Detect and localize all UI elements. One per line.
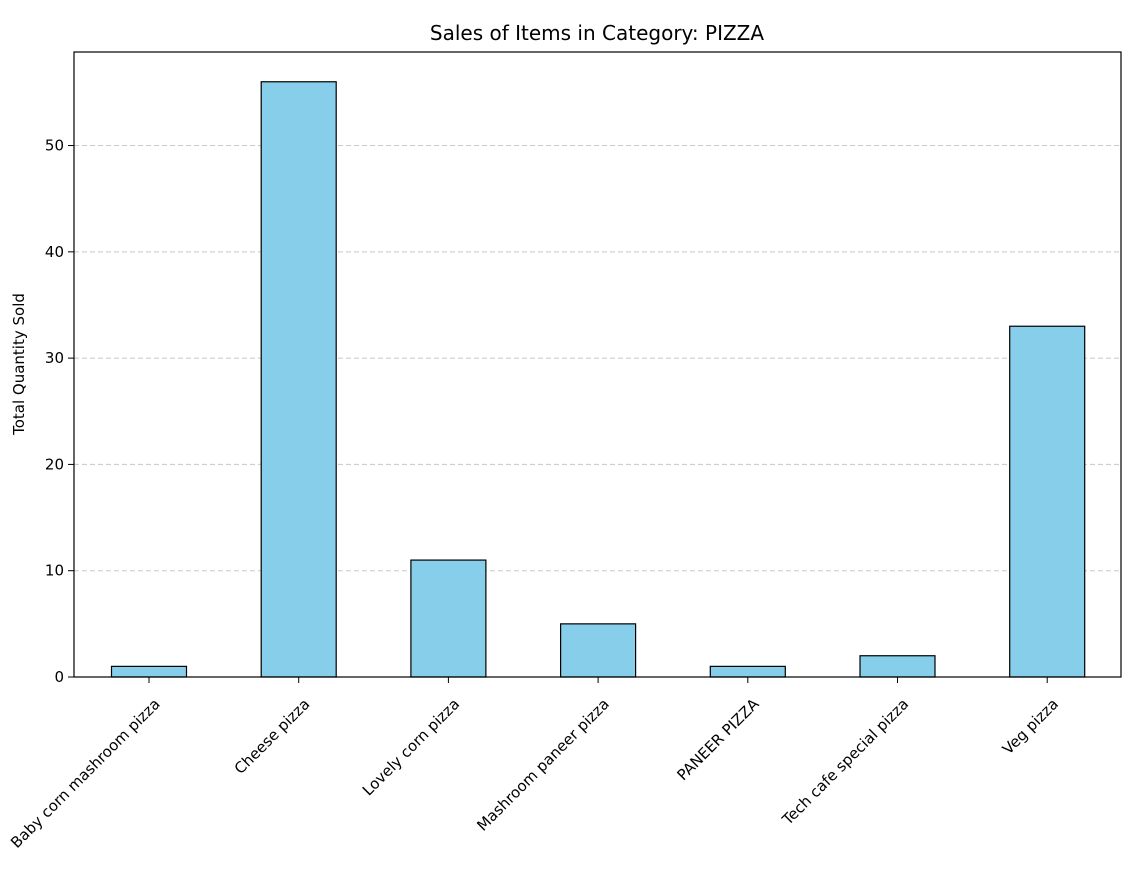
plot-frame <box>73 51 1122 678</box>
bar <box>559 623 637 678</box>
y-tick-label: 10 <box>45 562 64 580</box>
y-tick-label: 20 <box>45 455 64 473</box>
bar <box>859 655 936 678</box>
bar <box>1009 325 1086 678</box>
bar <box>110 665 188 678</box>
bar <box>410 559 487 678</box>
bar <box>709 665 786 678</box>
grid-layer <box>74 145 1121 572</box>
y-tick-label: 40 <box>45 243 64 261</box>
y-tick-label: 0 <box>54 668 64 686</box>
bar-layer <box>110 81 1086 678</box>
bar <box>260 81 337 678</box>
y-tick-layer: 0 10 20 30 40 50 <box>45 137 74 686</box>
chart-title: Sales of Items in Category: PIZZA <box>430 21 764 45</box>
y-axis-label: Total Quantity Sold <box>10 293 28 436</box>
y-tick-label: 30 <box>45 349 64 367</box>
y-tick-label: 50 <box>45 137 64 155</box>
